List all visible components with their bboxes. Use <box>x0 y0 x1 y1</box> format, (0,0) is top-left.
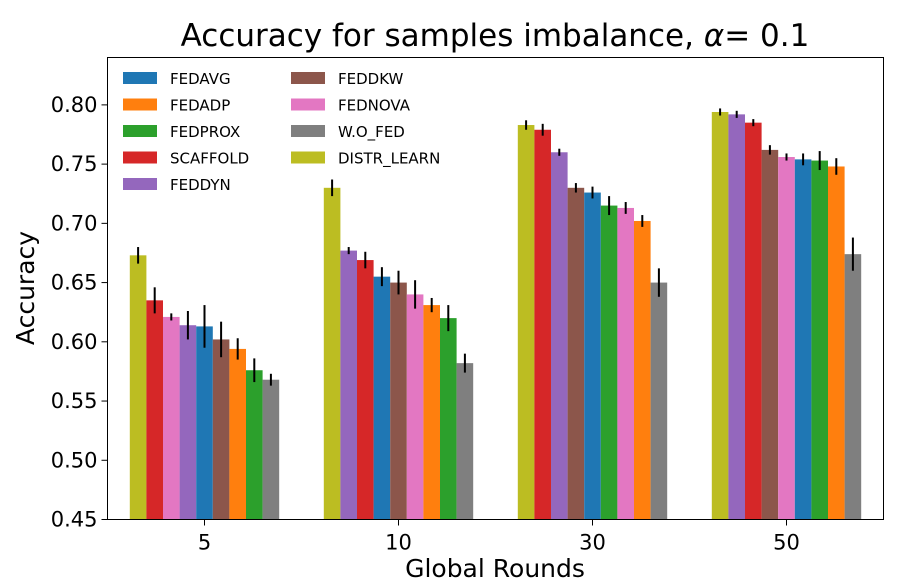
bar-fedavg-round-30 <box>584 192 601 520</box>
bar-fedadp-round-50 <box>828 166 845 520</box>
y-tick-label: 0.50 <box>51 448 98 472</box>
x-tick-label: 30 <box>579 531 606 555</box>
legend-swatch-distr-learn <box>291 151 325 164</box>
bar-fedprox-round-5 <box>246 370 263 520</box>
bar-feddyn-round-10 <box>340 250 357 520</box>
bar-feddkw-round-5 <box>212 339 230 520</box>
bar-scaffold-round-5 <box>146 300 163 520</box>
y-tick-label: 0.70 <box>51 211 98 235</box>
bar-feddyn-round-5 <box>179 325 197 520</box>
bar-fedprox-round-50 <box>811 160 828 520</box>
legend-label: FEDAVG <box>170 70 231 88</box>
y-axis: 0.45 0.50 0.55 0.60 0.65 0.70 0.75 0.80 <box>51 93 108 532</box>
bar-fedprox-round-30 <box>600 205 618 520</box>
legend-label: SCAFFOLD <box>170 150 249 168</box>
x-tick-label: 50 <box>773 531 800 555</box>
bar-fedprox-round-10 <box>440 318 457 520</box>
bar-fedavg-round-50 <box>794 159 812 520</box>
bar-fedadp-round-30 <box>634 220 651 520</box>
y-tick-label: 0.45 <box>51 508 98 532</box>
bar-distr-learn-round-10 <box>323 187 341 520</box>
bar-feddkw-round-30 <box>567 187 585 520</box>
chart-title: Accuracy for samples imbalance, α= 0.1 <box>181 18 810 54</box>
legend-label: FEDDYN <box>170 176 231 194</box>
legend-label: FEDDKW <box>338 70 404 88</box>
bar-distr-learn-round-30 <box>517 125 535 520</box>
legend-label: FEDADP <box>170 97 230 115</box>
y-tick-label: 0.80 <box>51 93 98 117</box>
bar-fednova-round-5 <box>163 316 180 520</box>
y-tick-label: 0.55 <box>51 389 98 413</box>
bar-fednova-round-50 <box>778 157 795 520</box>
bar-feddyn-round-50 <box>728 114 745 520</box>
x-axis: 5 10 30 50 <box>198 519 800 555</box>
x-tick-label: 5 <box>198 531 211 555</box>
bar-fedavg-round-5 <box>196 326 213 520</box>
legend-swatch-scaffold <box>123 151 157 164</box>
x-tick-label: 10 <box>385 531 412 555</box>
bar-fednova-round-10 <box>406 294 424 520</box>
legend-swatch-w-o-fed <box>291 125 325 137</box>
bar-feddkw-round-10 <box>390 282 407 520</box>
legend-swatch-fedprox <box>123 125 157 137</box>
bar-w-o-fed-round-5 <box>262 379 280 520</box>
x-axis-label: Global Rounds <box>405 554 585 583</box>
error-bars-group <box>137 108 854 386</box>
legend-swatch-feddyn <box>123 178 157 190</box>
bar-fedadp-round-5 <box>229 348 246 520</box>
legend-label: W.O_FED <box>338 123 405 142</box>
bar-w-o-fed-round-30 <box>650 282 668 520</box>
plot-area-frame <box>107 57 884 520</box>
legend-label: FEDPROX <box>170 123 240 141</box>
y-axis-label: Accuracy <box>11 231 40 345</box>
bar-scaffold-round-10 <box>357 260 374 520</box>
y-tick-label: 0.65 <box>51 271 98 295</box>
bar-fednova-round-30 <box>617 207 634 520</box>
legend-swatch-feddkw <box>291 72 325 84</box>
bar-scaffold-round-50 <box>745 122 762 520</box>
y-tick-label: 0.75 <box>51 152 98 176</box>
bar-distr-learn-round-50 <box>711 111 729 520</box>
bar-fedavg-round-10 <box>373 276 391 520</box>
bar-fedadp-round-10 <box>423 305 440 520</box>
bar-w-o-fed-round-50 <box>844 254 862 520</box>
bar-feddyn-round-30 <box>551 152 568 520</box>
bar-w-o-fed-round-10 <box>456 363 474 520</box>
legend: FEDAVG FEDADP FEDPROX SCAFFOLD FEDDYN FEDDKW F… <box>123 70 440 194</box>
bar-distr-learn-round-5 <box>129 255 147 520</box>
legend-swatch-fedavg <box>123 72 157 84</box>
legend-swatch-fedadp <box>123 98 157 111</box>
legend-label: FEDNOVA <box>338 97 411 115</box>
legend-swatch-fednova <box>291 98 325 111</box>
bar-scaffold-round-30 <box>534 129 551 520</box>
bar-feddkw-round-50 <box>761 149 779 520</box>
bars-group <box>129 111 862 520</box>
y-tick-label: 0.60 <box>51 330 98 354</box>
legend-label: DISTR_LEARN <box>338 150 440 169</box>
